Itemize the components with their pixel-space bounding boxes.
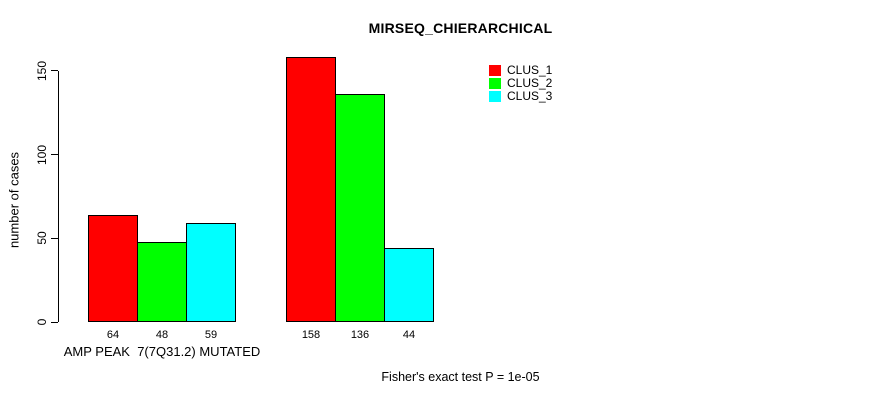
y-tick-label: 0 bbox=[35, 318, 49, 326]
footnote: Fisher's exact test P = 1e-05 bbox=[381, 370, 540, 384]
bar-value-label: 44 bbox=[402, 329, 416, 341]
y-tick bbox=[51, 237, 58, 239]
y-tick bbox=[51, 321, 58, 323]
legend: CLUS_1 CLUS_2 CLUS_3 bbox=[489, 64, 552, 102]
chart-title: MIRSEQ_CHIERARCHICAL bbox=[368, 20, 553, 36]
legend-item-clus_2: CLUS_2 bbox=[489, 77, 552, 89]
bar-value-label: 158 bbox=[301, 329, 321, 341]
legend-swatch-icon bbox=[489, 64, 501, 76]
legend-swatch-icon bbox=[489, 90, 501, 102]
legend-label: CLUS_3 bbox=[507, 88, 553, 103]
bar-clus_3-group1 bbox=[186, 223, 236, 322]
y-tick-label: 100 bbox=[35, 144, 49, 165]
bar-clus_2-group2 bbox=[335, 94, 385, 322]
y-axis-label: number of cases bbox=[6, 151, 22, 249]
y-tick-label: 50 bbox=[35, 231, 49, 245]
y-axis-line bbox=[58, 70, 59, 322]
legend-item-clus_1: CLUS_1 bbox=[489, 64, 552, 76]
bar-clus_1-group1 bbox=[88, 214, 138, 322]
y-tick-label: 150 bbox=[35, 60, 49, 81]
bar-value-label: 48 bbox=[155, 329, 169, 341]
bar-clus_1-group2 bbox=[286, 57, 336, 322]
bar-value-label: 136 bbox=[350, 329, 370, 341]
bar-clus_2-group1 bbox=[137, 241, 187, 322]
y-tick bbox=[51, 70, 58, 72]
y-tick bbox=[51, 154, 58, 155]
bar-value-label: 64 bbox=[106, 329, 120, 341]
legend-swatch-icon bbox=[489, 77, 501, 89]
x-axis-label: AMP PEAK 7(7Q31.2) MUTATED bbox=[63, 344, 261, 359]
legend-label: CLUS_2 bbox=[507, 75, 553, 90]
legend-item-clus_3: CLUS_3 bbox=[489, 90, 552, 102]
bar-clus_3-group2 bbox=[384, 248, 434, 322]
legend-label: CLUS_1 bbox=[507, 62, 553, 77]
bar-value-label: 59 bbox=[204, 329, 218, 341]
